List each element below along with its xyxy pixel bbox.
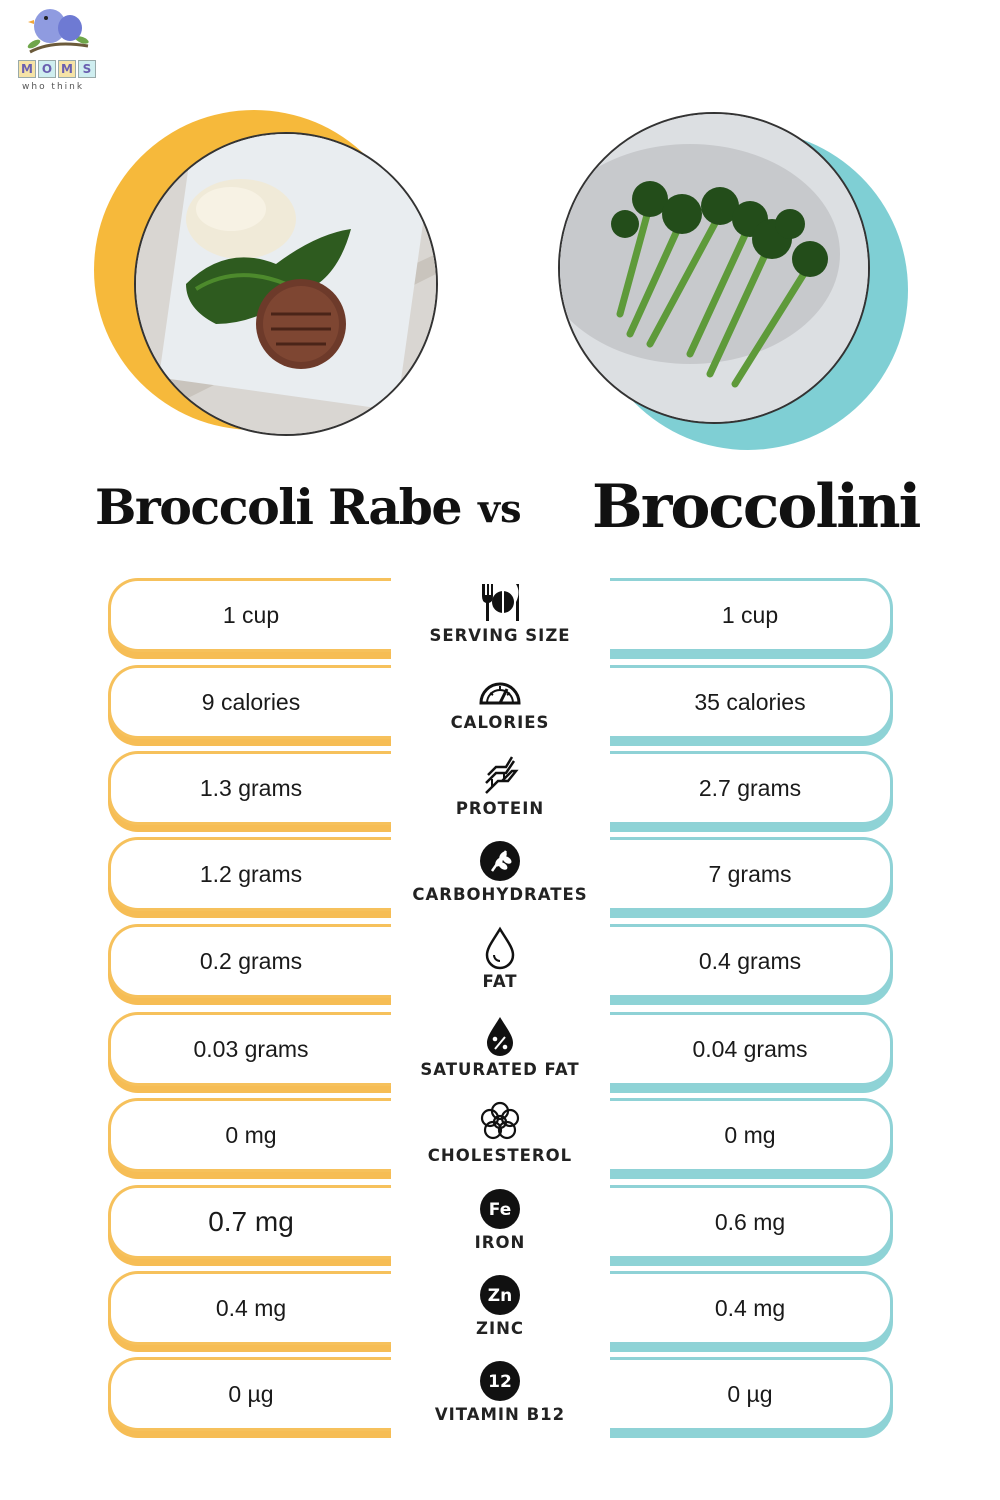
row-label-group: Zn ZINC bbox=[405, 1271, 595, 1347]
row-label: CHOLESTEROL bbox=[427, 1146, 573, 1165]
dna-icon bbox=[485, 756, 519, 794]
flower-icon bbox=[480, 1101, 520, 1140]
right-value: 0 mg bbox=[610, 1098, 893, 1172]
grain-icon bbox=[480, 841, 520, 881]
row-label-group: CALORIES bbox=[405, 665, 595, 741]
right-value: 0.6 mg bbox=[610, 1185, 893, 1259]
right-value: 7 grams bbox=[610, 837, 893, 911]
row-label: IRON bbox=[474, 1233, 526, 1252]
broccolini-image bbox=[558, 112, 870, 424]
row-label: CARBOHYDRATES bbox=[412, 885, 588, 904]
row-label: ZINC bbox=[475, 1319, 525, 1338]
logo-letter: O bbox=[38, 60, 56, 78]
table-row: 9 calories CALORIES 35 calories bbox=[0, 665, 1000, 751]
utensils-icon bbox=[482, 584, 519, 621]
row-label-group: SERVING SIZE bbox=[405, 578, 595, 654]
row-label-group: Fe IRON bbox=[405, 1185, 595, 1261]
row-label-group: CARBOHYDRATES bbox=[405, 837, 595, 913]
right-food-title: Broccolini bbox=[592, 472, 921, 542]
logo-letters: M O M S bbox=[18, 60, 96, 78]
row-label: FAT bbox=[482, 972, 518, 991]
right-value: 2.7 grams bbox=[610, 751, 893, 825]
left-value: 9 calories bbox=[108, 665, 391, 739]
right-value: 0.4 grams bbox=[610, 924, 893, 998]
row-label-group: PROTEIN bbox=[405, 751, 595, 827]
row-label: SATURATED FAT bbox=[420, 1060, 580, 1079]
logo-tagline: who think bbox=[22, 82, 85, 92]
table-row: 0 µg 12 VITAMIN B12 0 µg bbox=[0, 1357, 1000, 1443]
right-value: 0.4 mg bbox=[610, 1271, 893, 1345]
row-label-group: CHOLESTEROL bbox=[405, 1098, 595, 1174]
left-photo bbox=[94, 110, 454, 470]
table-row: 0.03 grams SATURATED FAT 0.04 grams bbox=[0, 1012, 1000, 1098]
table-row: 1.2 grams CARBOHYDRATES 7 grams bbox=[0, 837, 1000, 923]
table-row: 1.3 grams PROTEIN 2.7 grams bbox=[0, 751, 1000, 837]
right-value: 0 µg bbox=[610, 1357, 893, 1431]
badge-text: 12 bbox=[488, 1372, 512, 1392]
left-value: 1.3 grams bbox=[108, 751, 391, 825]
logo-letter: M bbox=[18, 60, 36, 78]
row-label-group: FAT bbox=[405, 924, 595, 1000]
left-value: 0.4 mg bbox=[108, 1271, 391, 1345]
row-label: VITAMIN B12 bbox=[434, 1405, 566, 1424]
moms-who-think-logo: M O M S who think bbox=[0, 0, 100, 100]
right-value: 35 calories bbox=[610, 665, 893, 739]
logo-letter: S bbox=[78, 60, 96, 78]
left-value: 0.03 grams bbox=[108, 1012, 391, 1086]
left-food-title: Broccoli Rabe bbox=[95, 478, 463, 536]
left-value: 0 µg bbox=[108, 1357, 391, 1431]
gauge-icon bbox=[479, 682, 521, 705]
left-value: 0.7 mg bbox=[108, 1185, 391, 1259]
logo-letter: M bbox=[58, 60, 76, 78]
table-row: 0 mg CHOLESTEROL 0 mg bbox=[0, 1098, 1000, 1184]
right-photo bbox=[558, 110, 918, 470]
right-value: 1 cup bbox=[610, 578, 893, 652]
plate-steak-rabe-image bbox=[134, 132, 438, 436]
percent-drop-icon bbox=[487, 1017, 513, 1056]
bird-icon bbox=[27, 9, 89, 54]
row-label: CALORIES bbox=[450, 713, 550, 732]
left-value: 1 cup bbox=[108, 578, 391, 652]
table-row: 0.2 grams FAT 0.4 grams bbox=[0, 924, 1000, 1010]
drop-icon bbox=[485, 926, 515, 970]
badge-text: Zn bbox=[488, 1286, 512, 1306]
fe-badge-icon: Fe bbox=[480, 1189, 520, 1229]
left-value: 0.2 grams bbox=[108, 924, 391, 998]
table-row: 0.7 mg Fe IRON 0.6 mg bbox=[0, 1185, 1000, 1271]
row-label-group: 12 VITAMIN B12 bbox=[405, 1357, 595, 1433]
table-row: 1 cup SERVING SIZE 1 cup bbox=[0, 578, 1000, 664]
badge-text: Fe bbox=[489, 1200, 511, 1220]
left-value: 1.2 grams bbox=[108, 837, 391, 911]
vs-label: vs bbox=[478, 486, 522, 531]
right-value: 0.04 grams bbox=[610, 1012, 893, 1086]
zn-badge-icon: Zn bbox=[480, 1275, 520, 1315]
row-label: PROTEIN bbox=[455, 799, 545, 818]
row-label: SERVING SIZE bbox=[429, 626, 571, 645]
b12-badge-icon: 12 bbox=[480, 1361, 520, 1401]
row-label-group: SATURATED FAT bbox=[405, 1012, 595, 1088]
table-row: 0.4 mg Zn ZINC 0.4 mg bbox=[0, 1271, 1000, 1357]
left-value: 0 mg bbox=[108, 1098, 391, 1172]
